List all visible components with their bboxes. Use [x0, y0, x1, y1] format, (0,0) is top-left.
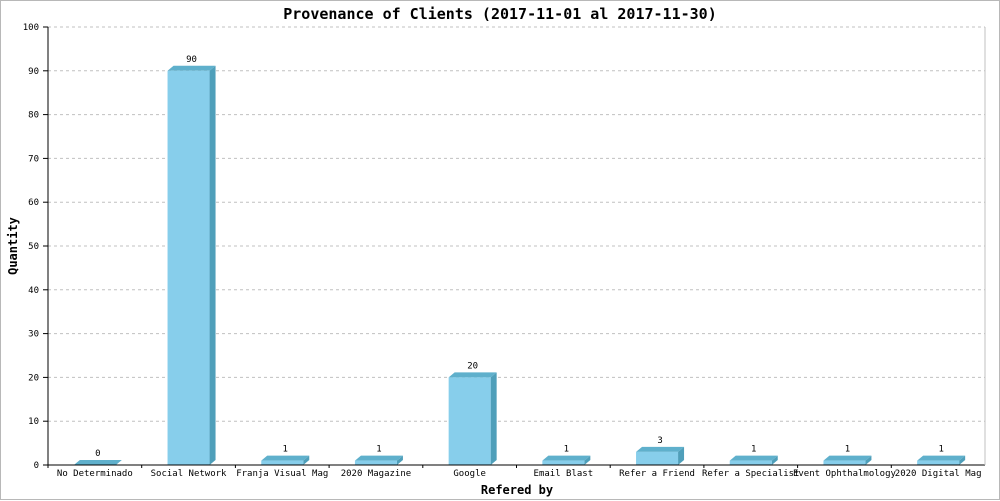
data-label: 1	[751, 445, 756, 455]
bar-front	[448, 377, 491, 465]
bar-front	[917, 460, 960, 465]
bar-top	[823, 455, 872, 461]
bar-top	[73, 460, 122, 465]
x-axis-categories: No Determinado Social Network Franja Visua…	[57, 469, 982, 479]
y-tick-label: 30	[28, 330, 39, 340]
bar	[729, 455, 778, 465]
x-category-label: Google	[453, 469, 486, 479]
bar	[636, 446, 685, 465]
data-label: 1	[564, 445, 569, 455]
data-label: 1	[376, 445, 381, 455]
bar	[542, 455, 591, 465]
x-category-label: 2020 Magazine	[341, 469, 411, 479]
x-category-label: Franja Visual Mag	[236, 469, 328, 479]
y-tick-label: 80	[28, 111, 39, 121]
bar-side	[396, 455, 403, 465]
y-tick-label: 90	[28, 67, 39, 77]
y-tick-label: 70	[28, 154, 39, 164]
bar-front	[636, 451, 679, 465]
bar-top	[261, 455, 310, 461]
y-tick-label: 60	[28, 198, 39, 208]
x-category-label: Event Ophthalmology	[793, 469, 897, 479]
data-label: 3	[657, 436, 662, 446]
bars	[73, 65, 966, 466]
bar-side	[303, 455, 310, 465]
bar-top	[542, 455, 591, 461]
data-label: 90	[186, 55, 197, 65]
x-category-label: Refer a Friend	[619, 469, 695, 479]
y-tick-label: 0	[34, 461, 39, 471]
bar-side	[209, 65, 216, 466]
x-category-label: 2020 Digital Mag	[895, 469, 982, 479]
x-category-label: No Determinado	[57, 469, 133, 479]
bar-side	[490, 372, 497, 465]
x-category-label: Email Blast	[534, 469, 594, 479]
bar-front	[354, 460, 397, 465]
y-tick-label: 50	[28, 242, 39, 252]
bar-top	[917, 455, 966, 461]
x-category-label: Refer a Specialist	[702, 469, 800, 479]
y-tick-label: 10	[28, 417, 39, 427]
bar	[261, 455, 310, 465]
bar-front	[823, 460, 866, 465]
bar-side	[865, 455, 872, 465]
x-axis-title: Refered by	[481, 483, 553, 497]
y-tick-label: 20	[28, 373, 39, 383]
y-axis-ticks: 0 10 20 30 40 50 60 70 80 90 100	[23, 23, 48, 471]
bar-side	[771, 455, 778, 465]
chart-title: Provenance of Clients (2017-11-01 al 201…	[283, 5, 716, 23]
data-label: 0	[95, 449, 100, 459]
bar	[448, 372, 497, 465]
bar-top	[729, 455, 778, 461]
bar-side	[678, 446, 685, 465]
bar-top	[354, 455, 403, 461]
bar-top	[636, 446, 685, 452]
bar-side	[584, 455, 591, 465]
bar-front	[542, 460, 585, 465]
bar-top	[167, 65, 216, 71]
x-category-label: Social Network	[151, 469, 227, 479]
bar-front	[261, 460, 304, 465]
data-label: 1	[283, 445, 288, 455]
bar-top	[448, 372, 497, 378]
bar	[167, 65, 216, 466]
bar-front	[167, 70, 210, 466]
bar	[823, 455, 872, 465]
data-label: 20	[467, 361, 478, 371]
y-tick-label: 100	[23, 23, 39, 33]
y-axis-title: Quantity	[6, 217, 20, 275]
bar-front	[729, 460, 772, 465]
bar-side	[959, 455, 966, 465]
data-label: 1	[938, 445, 943, 455]
data-label: 1	[845, 445, 850, 455]
bar	[917, 455, 966, 465]
bar	[354, 455, 403, 465]
y-tick-label: 40	[28, 286, 39, 296]
data-labels: 0 90 1 1 20 1 3 1 1 1	[95, 55, 944, 459]
